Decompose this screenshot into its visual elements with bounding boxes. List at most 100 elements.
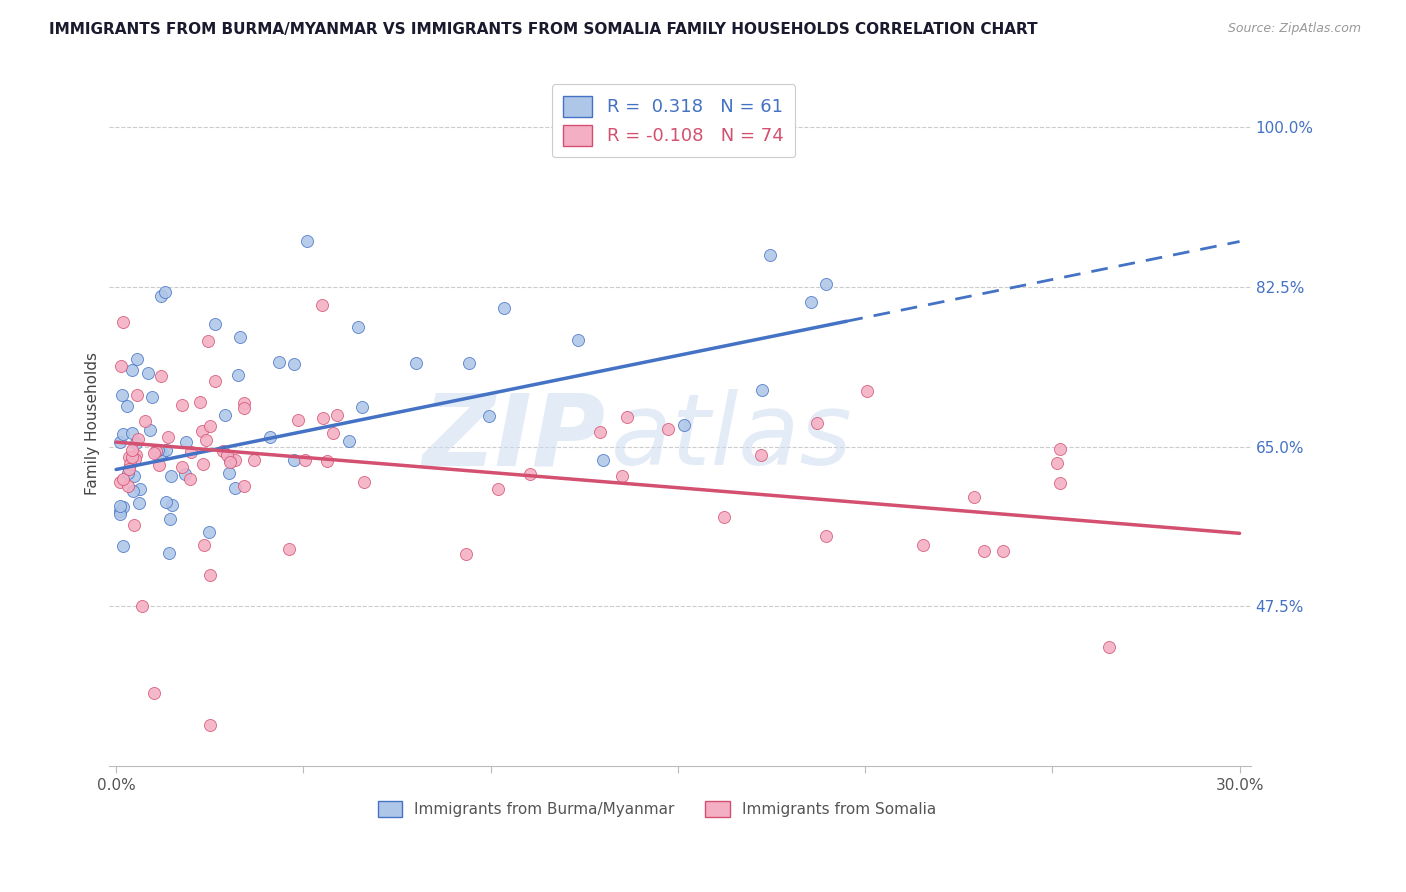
Point: [287, 412, 309, 426]
Point: [592, 453, 614, 467]
Point: [295, 235, 318, 249]
Point: [1049, 442, 1071, 456]
Point: [492, 301, 515, 315]
Point: [117, 450, 139, 464]
Point: [963, 491, 986, 505]
Point: [215, 448, 238, 462]
Point: [337, 434, 360, 449]
Point: [243, 452, 266, 467]
Point: [1049, 476, 1071, 491]
Point: [188, 394, 211, 409]
Point: [224, 452, 246, 467]
Point: [567, 333, 589, 347]
Point: [347, 320, 370, 334]
Point: [110, 388, 132, 402]
Point: [197, 334, 219, 349]
Point: [204, 375, 226, 389]
Point: [170, 398, 193, 412]
Point: [110, 359, 132, 374]
Point: [312, 410, 335, 425]
Point: [149, 369, 172, 384]
Point: [121, 425, 143, 440]
Point: [150, 446, 173, 460]
Point: [478, 409, 501, 424]
Point: [212, 444, 235, 458]
Point: [486, 482, 509, 496]
Point: [134, 414, 156, 428]
Point: [174, 467, 197, 481]
Point: [108, 434, 131, 449]
Point: [118, 461, 141, 475]
Point: [111, 500, 134, 514]
Point: [214, 409, 236, 423]
Point: [162, 498, 184, 512]
Point: [121, 363, 143, 377]
Legend: Immigrants from Burma/Myanmar, Immigrants from Somalia: Immigrants from Burma/Myanmar, Immigrant…: [371, 795, 942, 823]
Point: [155, 442, 177, 457]
Point: [749, 448, 772, 462]
Point: [150, 289, 173, 303]
Point: [219, 455, 242, 469]
Text: Source: ZipAtlas.com: Source: ZipAtlas.com: [1227, 22, 1361, 36]
Point: [232, 478, 254, 492]
Point: [277, 541, 299, 556]
Point: [233, 401, 256, 415]
Point: [195, 433, 218, 447]
Point: [283, 357, 305, 371]
Point: [127, 432, 149, 446]
Point: [197, 524, 219, 539]
Point: [405, 356, 427, 370]
Point: [219, 453, 242, 467]
Point: [800, 294, 823, 309]
Point: [159, 468, 181, 483]
Point: [180, 444, 202, 458]
Point: [973, 543, 995, 558]
Point: [457, 355, 479, 369]
Point: [454, 548, 477, 562]
Point: [912, 538, 935, 552]
Point: [179, 472, 201, 486]
Y-axis label: Family Households: Family Households: [86, 352, 100, 495]
Point: [267, 355, 290, 369]
Point: [170, 459, 193, 474]
Point: [588, 425, 610, 439]
Point: [751, 383, 773, 397]
Point: [198, 568, 221, 582]
Point: [118, 458, 141, 472]
Point: [259, 430, 281, 444]
Point: [815, 277, 838, 291]
Point: [218, 466, 240, 480]
Point: [326, 408, 349, 422]
Point: [616, 409, 638, 424]
Point: [136, 366, 159, 380]
Point: [108, 504, 131, 518]
Point: [191, 458, 214, 472]
Point: [311, 298, 333, 312]
Point: [226, 368, 249, 382]
Point: [806, 417, 828, 431]
Point: [191, 425, 214, 439]
Point: [149, 447, 172, 461]
Text: IMMIGRANTS FROM BURMA/MYANMAR VS IMMIGRANTS FROM SOMALIA FAMILY HOUSEHOLDS CORRE: IMMIGRANTS FROM BURMA/MYANMAR VS IMMIGRA…: [49, 22, 1038, 37]
Point: [322, 426, 344, 441]
Point: [143, 445, 166, 459]
Point: [353, 475, 375, 490]
Point: [233, 396, 256, 410]
Point: [673, 417, 696, 432]
Point: [131, 599, 153, 614]
Point: [129, 483, 152, 497]
Point: [1097, 640, 1119, 655]
Text: ZIP: ZIP: [422, 389, 606, 486]
Point: [145, 443, 167, 458]
Point: [856, 384, 879, 398]
Point: [157, 546, 180, 560]
Point: [125, 448, 148, 462]
Point: [139, 423, 162, 437]
Point: [612, 469, 634, 483]
Point: [108, 508, 131, 522]
Point: [122, 518, 145, 533]
Point: [193, 538, 215, 552]
Point: [111, 314, 134, 328]
Point: [198, 718, 221, 732]
Point: [117, 466, 139, 480]
